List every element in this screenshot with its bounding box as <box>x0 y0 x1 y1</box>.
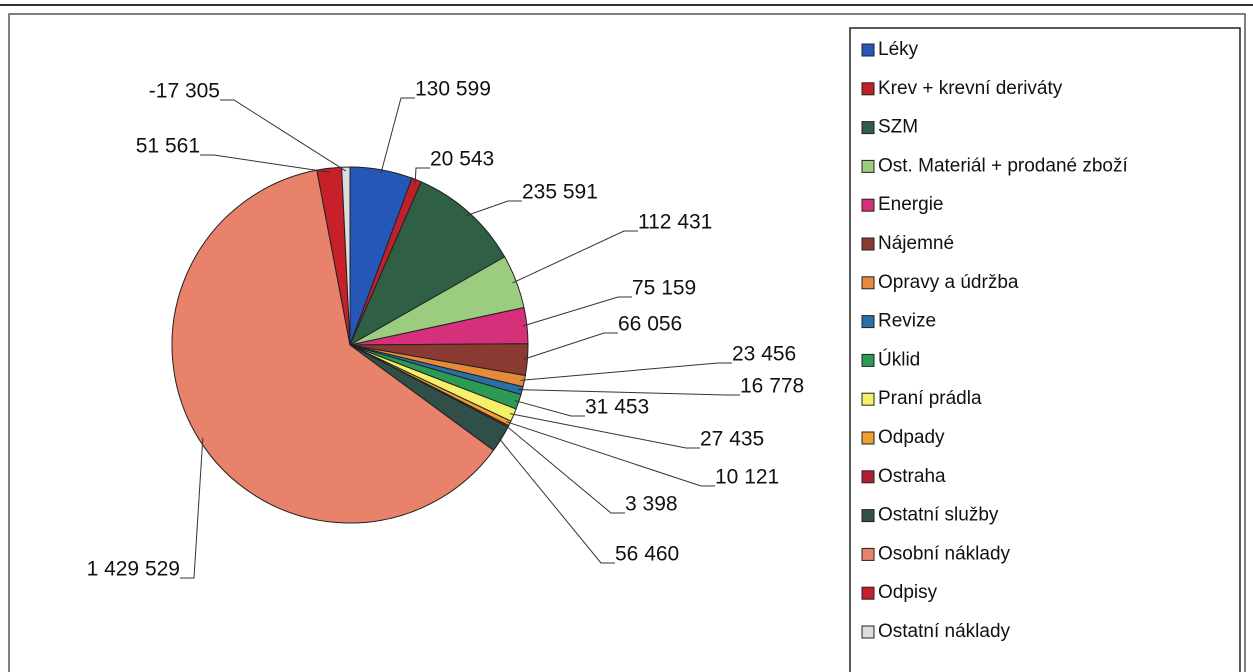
data-label: 31 453 <box>585 396 649 419</box>
legend-label: Praní prádla <box>878 388 982 409</box>
legend-label: Krev + krevní deriváty <box>878 78 1063 99</box>
data-label: 16 778 <box>740 375 804 398</box>
data-label: 10 121 <box>715 466 779 489</box>
data-label: 23 456 <box>732 343 796 366</box>
legend-swatch <box>861 509 875 523</box>
leader-line <box>520 362 732 381</box>
legend-swatch <box>861 315 875 329</box>
legend-label: Léky <box>878 39 919 60</box>
data-label: 51 561 <box>136 135 200 158</box>
leader-line <box>466 200 522 217</box>
legend-label: Osobní náklady <box>878 543 1011 564</box>
leader-line <box>504 424 625 514</box>
data-label: 112 431 <box>638 211 712 234</box>
data-label: 20 543 <box>430 148 494 171</box>
legend-swatch <box>861 392 875 406</box>
data-label: 66 056 <box>618 313 682 336</box>
leader-line <box>518 389 740 396</box>
legend-swatch <box>861 625 875 639</box>
legend: Léky Krev + krevní deriváty SZM Ost. Materi… <box>861 39 1128 642</box>
chart-frame <box>8 13 1246 672</box>
legend-label: Ostatní náklady <box>878 621 1011 642</box>
legend-label: Revize <box>878 311 936 332</box>
legend-label: Úklid <box>878 348 920 370</box>
data-label: 3 398 <box>625 493 678 516</box>
legend-label: Ostatní služby <box>878 505 999 526</box>
leader-line <box>380 97 415 174</box>
leader-line <box>522 296 632 327</box>
leader-line <box>514 400 585 417</box>
legend-swatch <box>861 470 875 484</box>
legend-label: Ost. Materiál + prodané zboží <box>878 155 1128 176</box>
legend-swatch <box>861 82 875 96</box>
legend-swatch <box>861 237 875 251</box>
data-label: 75 159 <box>632 277 696 300</box>
leader-line <box>200 154 330 173</box>
legend-swatch <box>861 547 875 561</box>
legend-box <box>849 27 1241 672</box>
legend-label: SZM <box>878 117 918 138</box>
legend-label: Ostraha <box>878 466 946 487</box>
legend-label: Nájemné <box>878 233 954 254</box>
data-label: 56 460 <box>615 543 679 566</box>
legend-label: Odpisy <box>878 582 938 603</box>
data-label: 1 429 529 <box>87 558 180 581</box>
legend-swatch <box>861 586 875 600</box>
legend-label: Odpady <box>878 427 945 448</box>
leader-line <box>220 99 347 172</box>
legend-label: Energie <box>878 194 944 215</box>
leader-line <box>414 167 430 184</box>
leader-line <box>512 230 638 284</box>
legend-swatch <box>861 431 875 445</box>
legend-swatch <box>861 198 875 212</box>
data-label: -17 305 <box>149 80 220 103</box>
leader-line <box>180 437 204 579</box>
legend-label: Opravy a údržba <box>878 272 1019 293</box>
pie <box>171 166 529 524</box>
legend-swatch <box>861 159 875 173</box>
labels: 130 599 20 543 235 591 112 431 75 159 66 056 2… <box>87 78 805 581</box>
slice <box>171 169 495 524</box>
legend-swatch <box>861 121 875 135</box>
slice <box>341 166 351 346</box>
data-label: 27 435 <box>700 428 764 451</box>
data-label: 235 591 <box>522 181 598 204</box>
legend-swatch <box>861 276 875 290</box>
leader-line <box>523 332 618 360</box>
leader-line <box>497 436 615 564</box>
leader-line <box>509 413 700 449</box>
data-label: 130 599 <box>415 78 491 101</box>
slice <box>348 181 506 347</box>
legend-swatch <box>861 43 875 57</box>
legend-swatch <box>861 353 875 367</box>
leader-line <box>506 421 715 487</box>
